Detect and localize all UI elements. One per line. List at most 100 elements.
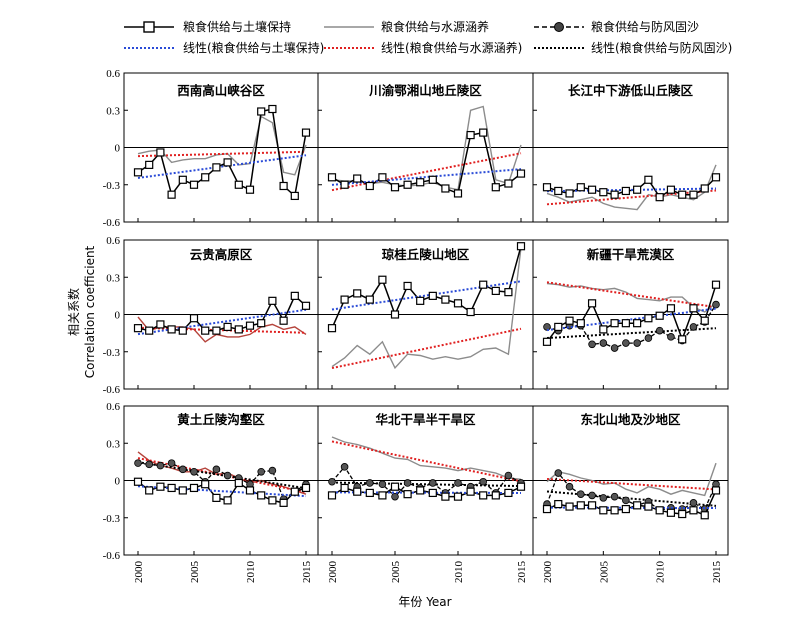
y-tick-label: -0.3 xyxy=(103,347,121,359)
point-soil xyxy=(565,502,574,511)
point-soil xyxy=(201,173,210,182)
point-soil xyxy=(167,483,176,493)
point-sand xyxy=(610,492,619,501)
fit-sand xyxy=(137,461,307,490)
point-soil xyxy=(554,186,563,196)
point-soil xyxy=(378,491,387,500)
point-soil xyxy=(365,488,374,498)
fit-water xyxy=(546,189,717,206)
x-tick-label: 2010 xyxy=(245,561,257,584)
x-tick-label: 2005 xyxy=(390,561,402,584)
fit-soil xyxy=(137,308,307,336)
legend: 粮食供给与土壤保持 粮食供给与水源涵养 粮食供给与防风固沙 线性(粮食供给与土壤… xyxy=(124,19,732,55)
point-soil xyxy=(327,491,337,500)
panel-title: 华北干旱半干旱区 xyxy=(375,412,476,427)
point-soil xyxy=(279,181,288,191)
y-tick-label: -0.6 xyxy=(103,217,121,229)
point-sand xyxy=(328,477,336,486)
point-soil xyxy=(340,483,349,493)
point-soil xyxy=(167,190,176,199)
point-soil xyxy=(441,295,450,304)
point-soil xyxy=(516,169,526,178)
point-soil xyxy=(587,185,597,194)
point-soil xyxy=(711,173,721,182)
point-soil xyxy=(666,304,676,313)
point-soil xyxy=(145,160,154,169)
point-soil xyxy=(479,491,488,500)
point-soil xyxy=(301,301,311,310)
point-soil xyxy=(145,486,154,495)
y-tick-label: 0.3 xyxy=(106,272,120,284)
point-soil xyxy=(655,311,664,320)
y-tick-label: 0 xyxy=(115,310,121,322)
point-soil xyxy=(378,275,387,284)
point-sand xyxy=(268,466,277,475)
point-soil xyxy=(479,128,488,137)
point-soil xyxy=(633,319,642,328)
point-soil xyxy=(416,296,425,305)
point-soil xyxy=(223,496,232,505)
point-soil xyxy=(290,191,299,201)
point-soil xyxy=(453,189,463,198)
point-soil xyxy=(428,488,437,498)
point-soil xyxy=(403,281,412,291)
fit-soil xyxy=(137,485,307,498)
point-soil xyxy=(504,179,513,188)
point-soil xyxy=(644,502,653,511)
panel-title: 东北山地及沙地区 xyxy=(580,412,681,427)
panels: 0.6 0.3 0 -0.3 -0.6 西南高山峡谷区 川渝鄂湘山地丘陵区 长江中下游低山丘陵… xyxy=(103,68,729,584)
x-axis-label: 年份 Year xyxy=(398,595,451,609)
point-sand xyxy=(712,300,720,309)
legend-sand-label: 粮食供给与防风固沙 xyxy=(591,19,699,34)
point-sand xyxy=(565,482,574,491)
point-soil xyxy=(390,183,400,192)
point-sand xyxy=(689,323,698,331)
point-soil xyxy=(441,184,450,193)
series-sand xyxy=(546,304,717,349)
fit-sand xyxy=(546,327,717,340)
point-soil xyxy=(156,320,165,329)
point-sand xyxy=(689,499,698,507)
point-soil xyxy=(340,180,349,189)
point-sand xyxy=(588,340,596,349)
point-soil xyxy=(678,509,687,519)
point-soil xyxy=(466,307,475,317)
series-soil xyxy=(331,485,522,498)
point-sand xyxy=(504,471,513,480)
point-soil xyxy=(365,295,374,304)
series-water xyxy=(331,247,522,370)
point-soil xyxy=(516,482,526,491)
point-soil xyxy=(245,486,255,495)
point-soil xyxy=(466,130,475,140)
point-soil xyxy=(587,299,597,308)
point-sand xyxy=(454,479,462,487)
point-sand xyxy=(156,461,165,470)
point-soil xyxy=(711,280,721,289)
y-axis-label-cn: 相关系数 xyxy=(66,288,81,336)
fit-soil xyxy=(331,491,522,495)
panel-title: 长江中下游低山丘陵区 xyxy=(568,83,694,98)
series-soil xyxy=(546,284,717,343)
point-sand xyxy=(599,339,608,347)
point-soil xyxy=(257,319,266,328)
point-soil xyxy=(689,190,698,199)
point-soil xyxy=(133,168,143,177)
point-soil xyxy=(353,487,362,496)
point-soil xyxy=(621,186,630,196)
y-tick-label: 0.6 xyxy=(106,68,120,80)
point-soil xyxy=(655,193,664,202)
point-soil xyxy=(327,324,337,333)
legend-water-fit: 线性(粮食供给与水源涵养) xyxy=(324,40,522,55)
point-soil xyxy=(378,173,387,182)
point-soil xyxy=(416,178,425,187)
point-soil xyxy=(290,291,299,300)
point-soil xyxy=(365,181,374,191)
legend-water-fit-label: 线性(粮食供给与水源涵养) xyxy=(381,40,522,55)
point-soil xyxy=(689,304,698,313)
x-tick-label: 2000 xyxy=(542,561,554,584)
x-tick-label: 2005 xyxy=(189,561,201,584)
point-soil xyxy=(610,190,619,199)
legend-sand: 粮食供给与防风固沙 xyxy=(534,19,699,34)
point-soil xyxy=(689,506,698,515)
point-soil xyxy=(644,175,653,184)
